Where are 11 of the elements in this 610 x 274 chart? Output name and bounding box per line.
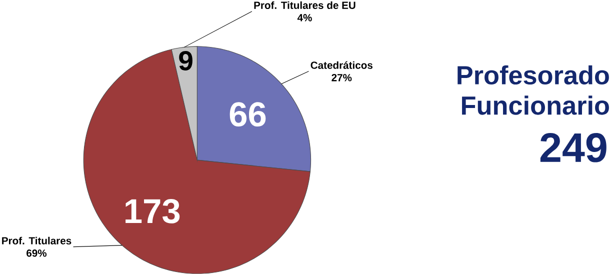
text: 27%: [332, 74, 352, 82]
text: 4%: [297, 14, 312, 22]
text: 249: [540, 133, 606, 162]
text: Profesorado Funcionario: [458, 65, 609, 115]
data-label: 9: [179, 51, 192, 71]
data-label: 173: [126, 199, 180, 224]
slice-label: Catedráticos: [310, 61, 372, 69]
text: 69%: [26, 250, 47, 257]
slice-label: Prof. Titulares de EU: [254, 1, 356, 9]
data-label: 66: [230, 102, 266, 127]
slice-label: Prof. Titulares: [2, 236, 72, 244]
